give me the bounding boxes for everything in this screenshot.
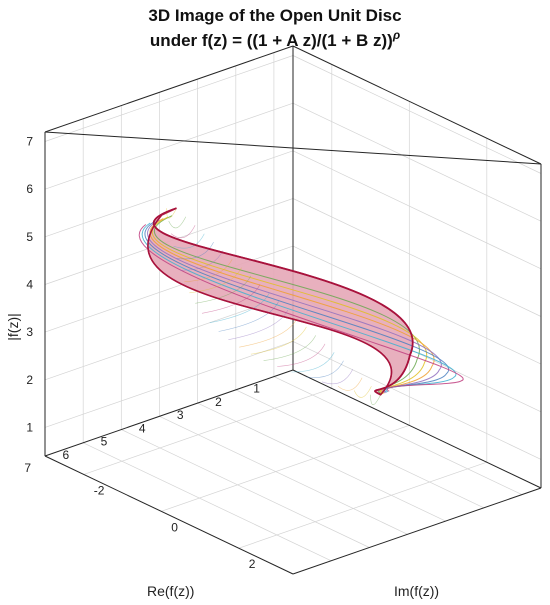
surface-outer-edge — [152, 207, 414, 396]
surface-rib — [170, 225, 196, 239]
surface-contour — [144, 221, 450, 393]
chart-title-formula: under f(z) = ((1 + A z)/(1 + B z)) — [150, 31, 393, 50]
x-tick-label: 2 — [215, 395, 222, 409]
surface-inner-edge — [147, 214, 392, 396]
surface-rib — [209, 292, 270, 323]
surface-rib — [189, 267, 242, 294]
surface-contour — [149, 218, 435, 394]
z-tick-label: 2 — [26, 373, 33, 387]
surface-rib — [228, 309, 289, 340]
y-tick-label: 0 — [171, 520, 178, 534]
surface-rib — [321, 369, 354, 385]
surface-rib — [218, 301, 279, 332]
chart-title-exponent: ρ — [392, 28, 400, 42]
grid-line — [273, 376, 523, 495]
grid-line — [121, 429, 370, 548]
grid-line — [292, 102, 542, 222]
surface-rib — [306, 360, 344, 378]
x-tick-label: 5 — [101, 435, 108, 449]
axes-box-front — [44, 45, 542, 575]
axes-edge — [292, 369, 542, 489]
x-tick-label: 6 — [63, 448, 70, 462]
axes-edge — [44, 131, 542, 165]
surface-plot — [138, 207, 464, 405]
x-tick-label: 7 — [24, 461, 31, 475]
axes-edge — [292, 487, 542, 575]
grid-line — [292, 198, 542, 317]
grid-line — [83, 388, 332, 475]
surface-rib — [263, 335, 316, 361]
x-tick-label: 4 — [139, 421, 146, 435]
surface-rib — [176, 241, 214, 260]
axes-edge — [44, 455, 294, 575]
surface-rib — [250, 326, 307, 355]
surface-rib — [180, 250, 224, 271]
surface-rib — [291, 352, 335, 373]
axes-box-back — [44, 46, 542, 489]
z-axis-ticks: 1 2 3 4 5 6 7 — [26, 135, 33, 435]
z-tick-label: 7 — [26, 135, 33, 149]
surface-rib — [173, 233, 205, 249]
grid-line — [159, 415, 408, 535]
surface-rib — [337, 377, 363, 391]
surface-rib — [353, 386, 372, 398]
y-tick-label: 2 — [249, 557, 256, 571]
axes-edge — [292, 45, 542, 165]
grid-line — [83, 442, 332, 562]
grid-line — [161, 424, 410, 512]
surface-rib — [239, 318, 298, 348]
z-tick-label: 4 — [26, 278, 33, 292]
x-axis-label: Re(f(z)) — [147, 583, 194, 599]
y-tick-label: -2 — [94, 483, 105, 497]
grid-line — [292, 55, 542, 174]
surface-contour — [138, 224, 464, 392]
surface-rib — [201, 284, 261, 314]
x-tick-label: 1 — [253, 382, 260, 396]
axes-edge — [44, 45, 294, 133]
surface-rib — [277, 343, 326, 367]
surface-rib — [195, 275, 251, 304]
x-axis-ticks: 1 2 3 4 5 6 7 — [24, 382, 260, 475]
grid-line — [238, 461, 487, 549]
x-tick-label: 3 — [177, 408, 184, 422]
surface-contour — [147, 219, 442, 394]
grid-line — [44, 102, 294, 190]
grid-floor — [44, 376, 523, 575]
y-axis-ticks: -2 0 2 — [94, 483, 256, 571]
axes-edge — [44, 369, 294, 457]
grid-line — [44, 55, 294, 142]
grid-line — [292, 150, 542, 270]
grid-line — [44, 341, 294, 428]
z-tick-label: 5 — [26, 230, 33, 244]
surface-contour — [151, 216, 428, 395]
chart-title-line1: 3D Image of the Open Unit Disc — [148, 6, 401, 25]
z-tick-label: 3 — [26, 325, 33, 339]
grid-back-wall — [292, 55, 542, 463]
surface-rib — [168, 216, 187, 229]
surface-rib — [370, 394, 381, 405]
surface-rib — [184, 258, 233, 283]
y-axis-label: Im(f(z)) — [394, 583, 439, 599]
z-axis-label: |f(z)| — [5, 313, 21, 341]
z-tick-label: 6 — [26, 182, 33, 196]
grid-line — [292, 341, 542, 460]
chart-title-line2: under f(z) = ((1 + A z)/(1 + B z))ρ — [150, 28, 400, 50]
grid-line — [44, 150, 294, 238]
z-tick-label: 1 — [26, 420, 33, 434]
grid-line — [235, 389, 484, 509]
grid-line — [292, 245, 542, 365]
grid-line — [197, 402, 446, 522]
